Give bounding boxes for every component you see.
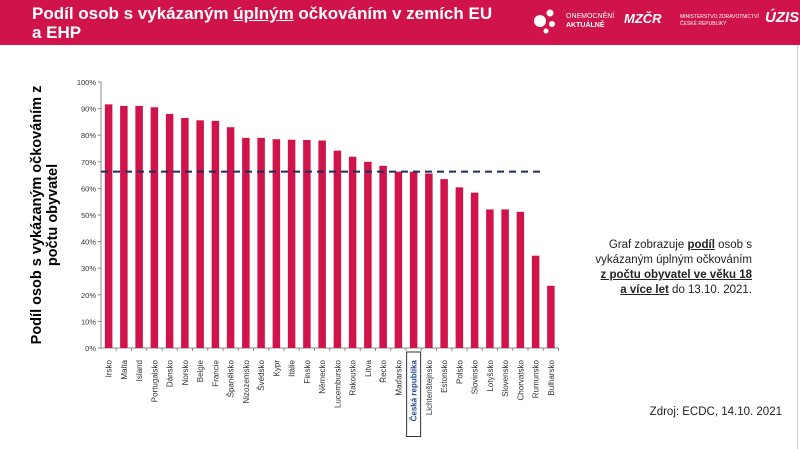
bar (242, 137, 250, 348)
x-tick-label: Lucembursko (333, 359, 342, 408)
onemocneni-logo-icon (534, 9, 555, 34)
bar (501, 209, 509, 348)
x-tick-label: Kypr (272, 360, 281, 377)
bar (516, 211, 525, 348)
x-tick-label: Estonsko (440, 359, 449, 392)
bar (272, 139, 281, 348)
x-tick-label: Švédsko (257, 359, 266, 390)
chart-note: Graf zobrazuje podíl osob s vykázaným úp… (592, 238, 752, 298)
x-tick-label: Itálie (288, 359, 297, 376)
logo-text: MINISTERSTVO ZDRAVOTNICTVÍ (680, 14, 759, 20)
mzcr-logo-text: MINISTERSTVO ZDRAVOTNICTVÍ ČESKÉ REPUBLIK… (680, 14, 759, 28)
note-text: Graf zobrazuje (608, 239, 688, 251)
logo-text: ČESKÉ REPUBLIKY (680, 21, 727, 27)
x-tick-label: Bulharsko (547, 359, 556, 395)
note-text: do 13.10. 2021. (668, 284, 752, 296)
bar (104, 104, 113, 349)
bar (150, 107, 159, 349)
x-tick-label: Česká republika (410, 359, 419, 421)
x-tick-label: Maďarsko (394, 359, 403, 395)
bar (333, 150, 342, 348)
x-tick-label: Slovinsko (471, 359, 480, 394)
bar (226, 127, 235, 348)
x-tick-label: Nizozemsko (242, 359, 251, 403)
y-tick-label: 50% (81, 211, 96, 220)
page-title: Podíl osob s vykázaným úplným očkováním … (32, 4, 502, 42)
bar (440, 179, 448, 348)
x-tick-label: Lotyšsko (486, 359, 495, 391)
y-tick-label: 20% (81, 291, 96, 300)
title-part: Podíl osob s vykázaným (32, 4, 234, 23)
y-tick-label: 60% (81, 184, 96, 193)
bar (547, 285, 555, 348)
highlight-box (406, 351, 422, 437)
bar (455, 187, 464, 348)
bar (303, 139, 311, 348)
divider (797, 45, 798, 449)
x-tick-label: Slovensko (501, 359, 510, 396)
x-tick-label: Chorvatsko (516, 359, 525, 400)
note-bold: z počtu obyvatel ve věku 18 a více let (600, 269, 752, 296)
bar (181, 117, 189, 348)
bar (318, 140, 326, 348)
bar (409, 171, 418, 348)
x-tick-label: Španělsko (227, 359, 236, 397)
x-tick-label: Irsko (105, 359, 114, 377)
x-tick-label: Norsko (181, 359, 190, 385)
title-part: očkováním v zemích EU a EHP (32, 4, 493, 42)
logo-text: AKTUÁLNĚ (566, 22, 605, 29)
y-tick-label: 80% (81, 131, 96, 140)
source-text: Zdroj: ECDC, 14.10. 2021 (649, 406, 782, 418)
x-tick-label: Portugalsko (150, 359, 159, 402)
bar (425, 173, 433, 348)
uzis-logo: ÚZIS (765, 9, 800, 26)
y-tick-label: 70% (81, 158, 96, 167)
y-tick-label: 40% (81, 238, 96, 247)
x-tick-label: Litva (364, 359, 373, 376)
x-tick-label: Malta (120, 359, 129, 379)
y-tick-label: 30% (81, 264, 96, 273)
mzcr-logo: MZČR (624, 11, 662, 26)
x-tick-label: Francie (211, 359, 220, 386)
y-tick-label: 0% (85, 344, 96, 353)
bar (486, 209, 494, 348)
bar (196, 120, 204, 348)
bar (120, 105, 128, 348)
x-tick-label: Rumunsko (532, 359, 541, 398)
y-tick-label: 100% (77, 78, 97, 87)
note-text: osob s vykázaným úplným očkováním (595, 239, 752, 266)
bar (287, 139, 296, 348)
bar (257, 137, 265, 348)
title-underlined: úplným (233, 4, 294, 23)
bar (135, 105, 143, 348)
x-tick-label: Lichtenštejnsko (425, 359, 434, 415)
logo-text: ONEMOCNĚNÍ (566, 13, 615, 20)
bar (531, 255, 540, 348)
bar (348, 156, 357, 348)
header-bar: Podíl osob s vykázaným úplným očkováním … (0, 0, 800, 45)
x-tick-label: Dánsko (166, 359, 175, 387)
onemocneni-logo: ONEMOCNĚNÍ AKTUÁLNĚ (566, 12, 614, 30)
y-tick-label: 90% (81, 105, 96, 114)
bar (211, 120, 220, 348)
bar (364, 161, 372, 348)
x-tick-label: Polsko (455, 359, 464, 384)
x-tick-label: Řecko (379, 359, 388, 382)
x-tick-label: Island (135, 360, 144, 381)
x-tick-label: Rakousko (349, 359, 358, 395)
x-tick-label: Německo (318, 359, 327, 393)
bar (165, 113, 174, 348)
y-tick-label: 10% (81, 317, 96, 326)
x-tick-label: Finsko (303, 359, 312, 383)
bar (470, 192, 479, 348)
x-tick-label: Belgie (196, 359, 205, 382)
note-bold: podíl (687, 239, 715, 251)
bar (394, 171, 403, 348)
bar (379, 165, 387, 348)
